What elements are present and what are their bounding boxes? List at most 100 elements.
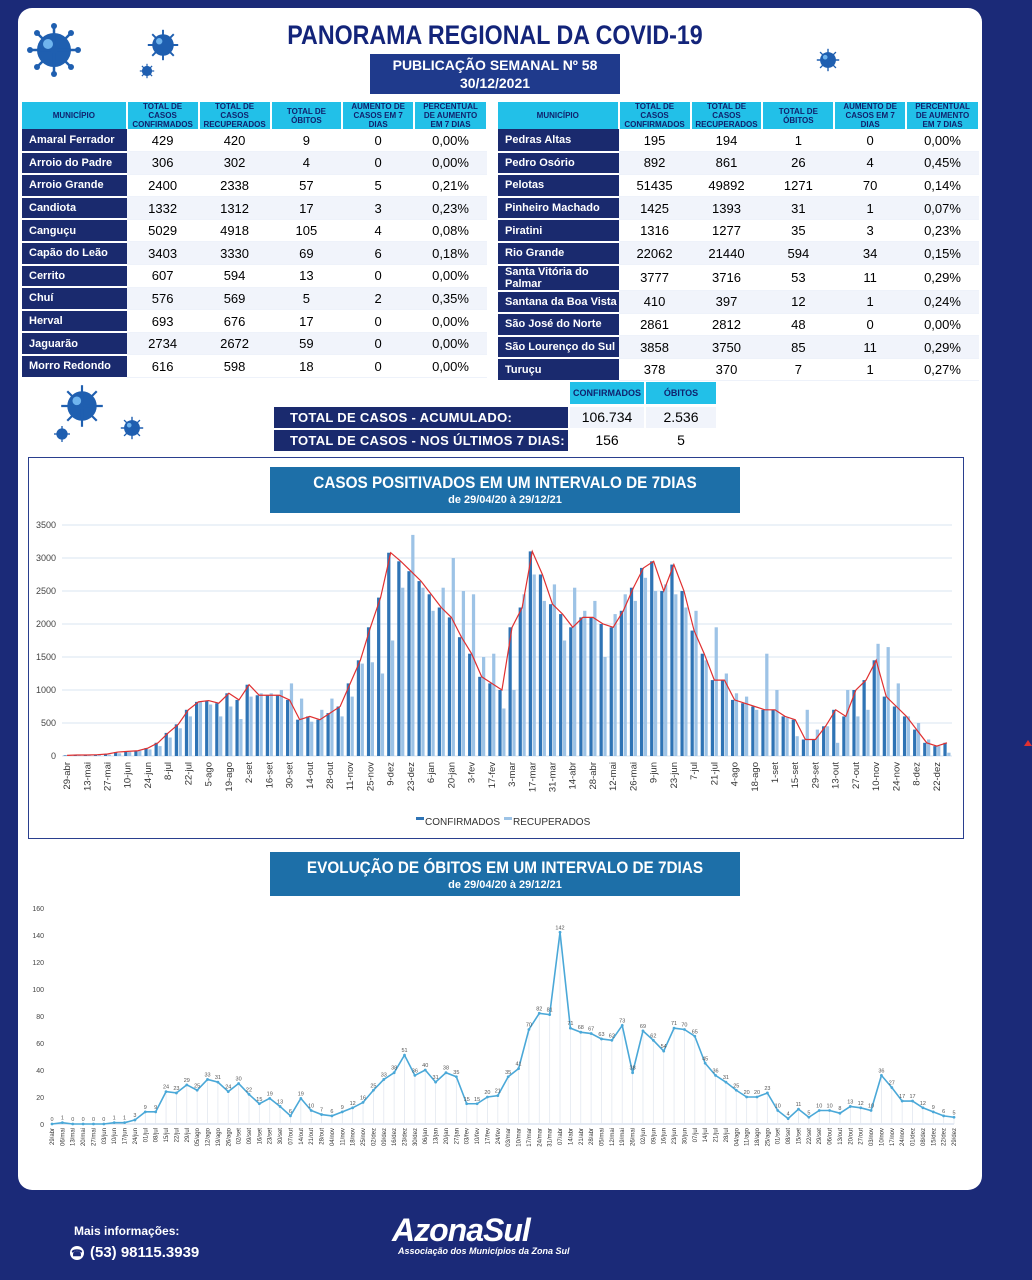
deaths-point [921,1106,925,1110]
data-label: 69 [640,1024,646,1030]
recovered-bar [370,662,375,756]
municipality-name: Arroio do Padre [22,151,127,176]
data-label: 13 [277,1099,283,1105]
deaths-point [517,1067,520,1071]
municipality-name: Rio Grande [498,241,619,266]
data-label: 36 [712,1068,718,1074]
x-tick-label: 04/nov [330,1128,336,1146]
table-cell: 194 [690,129,763,153]
y-tick-label: 160 [32,906,44,913]
confirmed-bar [852,690,856,756]
x-tick-label: 09/jun [651,1128,657,1144]
x-tick-label: 19/mai [620,1128,626,1146]
municipality-name: Cerrito [22,264,127,289]
confirmed-bar [103,754,108,756]
deaths-point [112,1121,116,1125]
recovered-bar [633,600,637,756]
data-label: 31 [215,1075,221,1081]
data-label: 10 [868,1104,874,1110]
recovered-bar [674,594,678,756]
x-tick-label: 17/mar [527,1128,533,1147]
table-cell: 0,00% [414,151,487,175]
recovered-bar [643,577,648,756]
recovered-bar [441,587,445,756]
x-tick-label: 10-jun [123,762,134,788]
confirmed-bar [771,709,775,756]
confirmed-bar [660,591,664,756]
x-tick-label: 11/ago [745,1127,751,1146]
table-header: MUNICÍPIO TOTAL DE CASOS CONFIRMADOS TOTAL… [22,102,488,129]
totals-row2-label: TOTAL DE CASOS - NOS ÚLTIMOS 7 DIAS: [274,430,568,451]
data-label: 67 [588,1027,594,1033]
data-label: 11 [796,1102,802,1108]
x-tick-label: 06/mai [60,1128,66,1146]
x-tick-label: 10/jun [112,1128,118,1144]
x-tick-label: 24-jun [143,762,154,788]
deaths-point [50,1122,54,1126]
deaths-point [496,1094,500,1098]
recovered-bar [219,716,223,756]
x-tick-label: 10/fev [475,1128,481,1144]
x-tick-label: 31-mar [548,762,559,792]
deaths-point [869,1109,873,1112]
x-tick-label: 13/jan [434,1128,440,1144]
y-tick-label: 80 [36,1014,44,1021]
recovered-bar [724,673,728,756]
table-cell: 5029 [126,219,199,243]
x-tick-label: 16/jun [662,1128,668,1144]
confirmed-bar [943,742,947,756]
recovered-bar [198,701,203,756]
publication-number: PUBLICAÇÃO SEMANAL Nº 58 [392,57,598,73]
table-cell: 429 [126,129,199,153]
recovered-bar [77,755,81,756]
recovered-bar [269,693,273,756]
confirmed-bar [902,716,907,756]
x-tick-label: 16/set [257,1128,263,1145]
municipality-name: Piratini [498,219,619,243]
data-label: 82 [536,1006,542,1012]
x-tick-label: 29-set [810,762,821,789]
data-label: 6 [942,1109,945,1115]
table-cell: 0,00% [906,129,979,153]
y-tick-label: 60 [36,1041,44,1048]
table-cell: 861 [690,151,763,175]
deaths-point [537,1011,541,1015]
table-cell: 594 [198,264,271,288]
table-cell: 3 [342,196,415,220]
data-label: 142 [555,925,564,931]
recovered-bar [390,640,395,756]
deaths-point [828,1109,831,1112]
recovered-bar [299,698,304,756]
table-row: Pedras Altas 195 194 1 0 0,00% [498,129,979,153]
deaths-point [714,1074,717,1077]
confirmed-bar [842,716,846,756]
confirmed-bar [154,742,158,756]
x-tick-label: 1-set [770,762,781,783]
confirmed-bar [437,607,441,756]
deaths-point [900,1099,904,1103]
table-cell: 2861 [618,313,691,337]
recovered-bar [289,683,294,756]
table-cell: 569 [198,287,271,311]
table-cell: 0,14% [906,174,979,198]
phone-contact[interactable]: ☎ (53) 98115.3939 [70,1244,199,1261]
x-tick-label: 13/out [838,1128,844,1145]
table-row: Pedro Osório 892 861 26 4 0,45% [498,151,979,176]
table-cell: 0,21% [414,174,487,198]
x-tick-label: 26/mai [631,1128,637,1146]
x-tick-label: 02/dez [371,1128,377,1146]
data-label: 7 [320,1108,323,1114]
x-tick-label: 20-jan [446,762,457,788]
x-tick-label: 15-set [790,762,801,789]
deaths-point [610,1038,614,1042]
recovered-bar [188,716,192,756]
table-cell: 0,00% [414,332,487,356]
deaths-point [486,1095,489,1099]
x-tick-label: 01/set [776,1128,782,1145]
deaths-point [527,1028,531,1031]
recovered-bar [107,754,112,756]
virus-icon [147,29,179,61]
recovered-bar [411,534,415,756]
data-label: 23 [764,1086,770,1092]
column-header: PERCENTUAL DE AUMENTO EM 7 DIAS [906,102,980,129]
